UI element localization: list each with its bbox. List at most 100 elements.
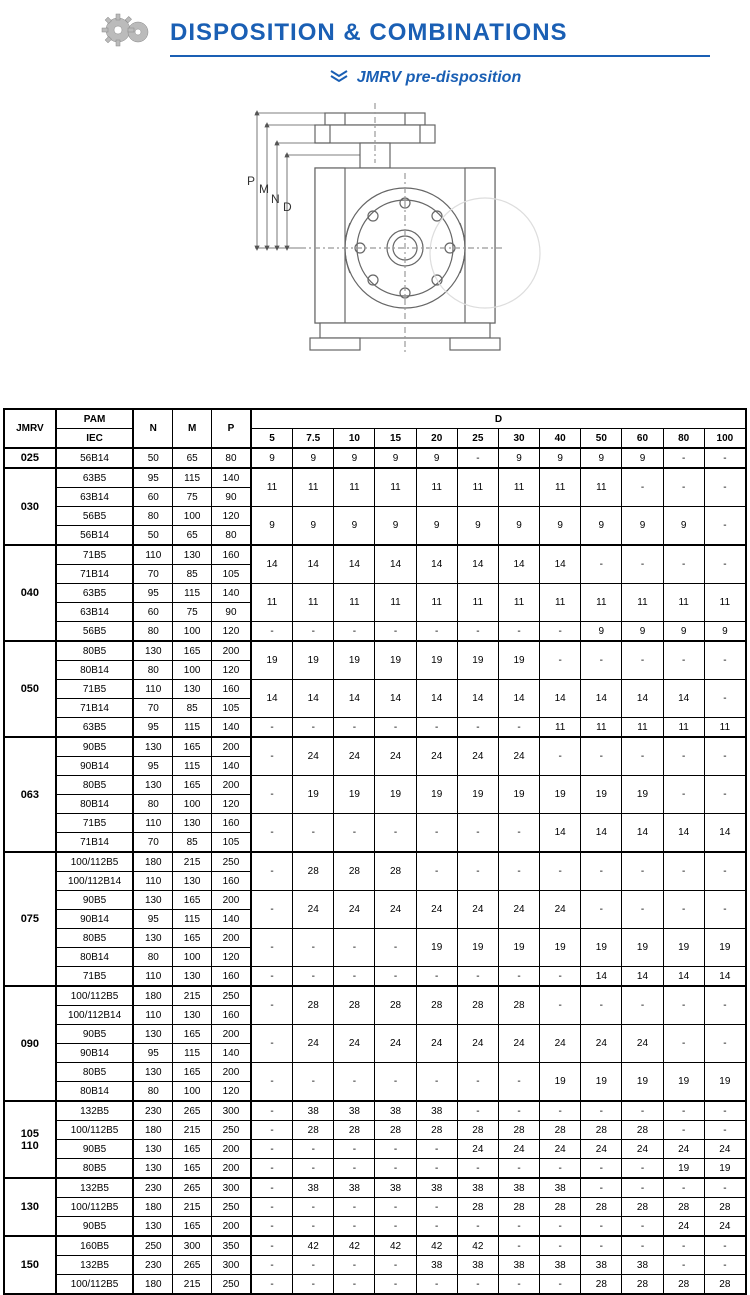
cell-n: 70 [133,833,172,853]
cell-n: 130 [133,1217,172,1237]
cell-n: 130 [133,1063,172,1082]
spec-table: JMRVPAMNMPDIEC57.51015202530405060801000… [3,408,747,1295]
cell-n: 130 [133,929,172,948]
cell-p: 140 [212,718,251,738]
cell-d: 11 [375,584,416,622]
cell-iec: 63B5 [56,718,134,738]
cell-jmrv: 130 [4,1178,56,1236]
cell-d: 11 [663,584,704,622]
cell-d: 14 [581,967,622,987]
cell-n: 180 [133,852,172,872]
cell-d: 28 [663,1198,704,1217]
cell-d: - [540,967,581,987]
cell-d: - [622,1159,663,1179]
cell-m: 85 [173,699,212,718]
cell-m: 215 [173,852,212,872]
cell-m: 130 [173,814,212,833]
cell-d: 24 [540,891,581,929]
cell-d: - [251,1101,293,1121]
table-row: 71B51101301601414141414141414141414- [4,680,746,699]
cell-d: 14 [540,814,581,853]
cell-d: 38 [416,1178,457,1198]
cell-d: 38 [540,1256,581,1275]
cell-iec: 90B5 [56,1217,134,1237]
cell-d: - [457,718,498,738]
cell-d: 19 [622,929,663,967]
cell-d: 11 [293,584,334,622]
th-iec: IEC [56,429,134,449]
cell-d: 9 [663,507,704,546]
th-d-60: 60 [622,429,663,449]
cell-d: 9 [622,622,663,642]
cell-m: 165 [173,1140,212,1159]
cell-d: 14 [540,680,581,718]
cell-d: - [251,1217,293,1237]
cell-d: - [498,1236,539,1256]
cell-n: 80 [133,948,172,967]
cell-d: - [663,641,704,680]
cell-d: - [540,737,581,776]
cell-iec: 71B5 [56,545,134,565]
dim-label-m: M [259,182,269,196]
cell-d: - [457,814,498,853]
cell-p: 300 [212,1256,251,1275]
cell-d: - [375,622,416,642]
cell-p: 140 [212,757,251,776]
cell-d: 9 [704,622,746,642]
cell-d: - [416,622,457,642]
cell-m: 115 [173,757,212,776]
table-row: 90B5130165200-----24242424242424 [4,1140,746,1159]
cell-d: 28 [416,1121,457,1140]
cell-d: 28 [457,1198,498,1217]
cell-iec: 90B5 [56,737,134,757]
cell-m: 100 [173,507,212,526]
cell-jmrv: 090 [4,986,56,1101]
cell-p: 90 [212,603,251,622]
cell-d: - [581,986,622,1025]
cell-d: 14 [251,680,293,718]
cell-iec: 80B14 [56,795,134,814]
cell-d: 9 [293,448,334,468]
cell-d: - [704,737,746,776]
cell-d: 11 [704,584,746,622]
cell-d: - [581,891,622,929]
cell-d: 38 [540,1178,581,1198]
cell-d: 14 [663,967,704,987]
cell-n: 180 [133,1121,172,1140]
cell-d: - [663,1178,704,1198]
cell-d: - [375,1140,416,1159]
cell-d: 11 [416,584,457,622]
cell-d: 19 [334,641,375,680]
cell-n: 50 [133,526,172,546]
cell-d: - [293,967,334,987]
cell-d: 19 [663,1159,704,1179]
cell-d: 28 [622,1198,663,1217]
cell-d: 19 [663,1063,704,1102]
cell-d: - [334,1256,375,1275]
cell-d: - [251,891,293,929]
table-row: 80B5130165200-------1919191919 [4,1063,746,1082]
cell-d: 24 [416,737,457,776]
th-pam: PAM [56,409,134,429]
cell-m: 100 [173,795,212,814]
cell-d: 38 [375,1178,416,1198]
cell-p: 120 [212,507,251,526]
cell-d: - [498,1159,539,1179]
cell-d: - [375,814,416,853]
table-row: 100/112B5180215250-282828282828282828-- [4,1121,746,1140]
cell-d: - [498,852,539,891]
cell-d: 14 [457,545,498,584]
cell-m: 300 [173,1236,212,1256]
cell-d: - [251,1198,293,1217]
cell-d: 24 [498,1140,539,1159]
cell-m: 165 [173,641,212,661]
cell-d: - [334,718,375,738]
cell-d: 42 [334,1236,375,1256]
cell-iec: 90B5 [56,1140,134,1159]
table-row: 71B5110130160-------1414141414 [4,814,746,833]
cell-d: - [375,1217,416,1237]
cell-d: 11 [581,468,622,507]
cell-p: 105 [212,565,251,584]
cell-m: 215 [173,1121,212,1140]
cell-p: 160 [212,872,251,891]
